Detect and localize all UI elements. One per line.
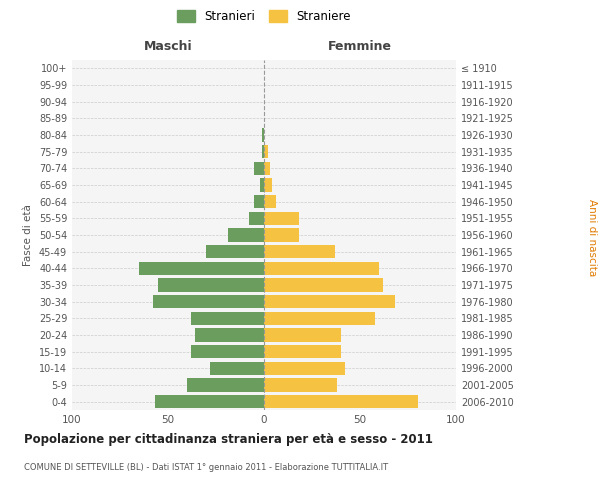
Text: Femmine: Femmine [328,40,392,52]
Bar [264,278,383,291]
Bar [264,395,418,408]
Bar [260,178,264,192]
Y-axis label: Fasce di età: Fasce di età [23,204,33,266]
Bar [264,245,335,258]
Bar [195,328,264,342]
Bar [264,212,299,225]
Bar [264,262,379,275]
Bar [210,362,264,375]
Text: Anni di nascita: Anni di nascita [587,199,597,276]
Bar [139,262,264,275]
Bar [206,245,264,258]
Bar [254,195,264,208]
Bar [264,145,268,158]
Bar [191,345,264,358]
Text: Maschi: Maschi [143,40,193,52]
Bar [264,328,341,342]
Bar [191,312,264,325]
Bar [152,295,264,308]
Bar [262,128,264,141]
Bar [264,228,299,241]
Bar [158,278,264,291]
Bar [264,378,337,392]
Bar [264,295,395,308]
Bar [262,145,264,158]
Bar [264,178,272,192]
Bar [264,345,341,358]
Bar [264,312,376,325]
Bar [248,212,264,225]
Legend: Stranieri, Straniere: Stranieri, Straniere [172,5,356,28]
Text: COMUNE DI SETTEVILLE (BL) - Dati ISTAT 1° gennaio 2011 - Elaborazione TUTTITALIA: COMUNE DI SETTEVILLE (BL) - Dati ISTAT 1… [24,462,388,471]
Bar [187,378,264,392]
Bar [264,162,270,175]
Bar [264,195,275,208]
Bar [254,162,264,175]
Text: Popolazione per cittadinanza straniera per età e sesso - 2011: Popolazione per cittadinanza straniera p… [24,432,433,446]
Bar [227,228,264,241]
Bar [155,395,264,408]
Bar [264,362,344,375]
